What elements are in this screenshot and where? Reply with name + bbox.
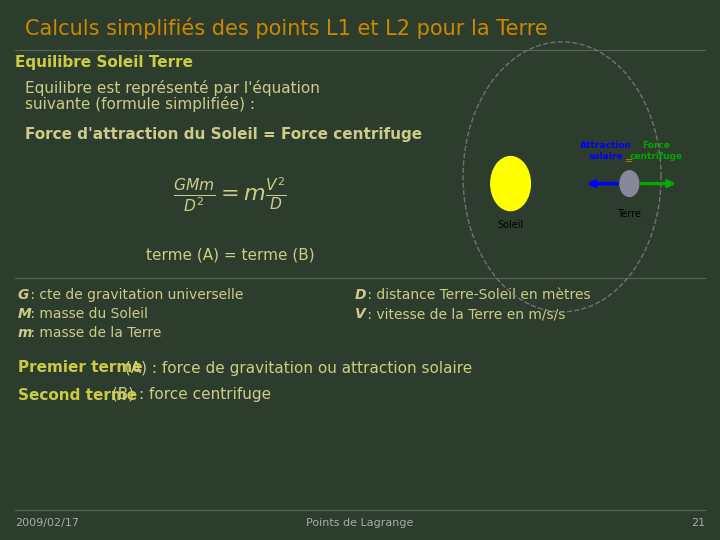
- Text: M: M: [18, 307, 32, 321]
- Text: suivante (formule simplifiée) :: suivante (formule simplifiée) :: [25, 96, 255, 112]
- Text: V: V: [355, 307, 366, 321]
- Text: $\frac{GMm}{D^2} = m\frac{V^2}{D}$: $\frac{GMm}{D^2} = m\frac{V^2}{D}$: [174, 176, 287, 214]
- Text: : vitesse de la Terre en m/s/s: : vitesse de la Terre en m/s/s: [363, 307, 565, 321]
- Text: =: =: [625, 156, 634, 166]
- Text: : masse de la Terre: : masse de la Terre: [26, 326, 161, 340]
- Text: Premier terme: Premier terme: [18, 361, 143, 375]
- Text: Equilibre est représenté par l'équation: Equilibre est représenté par l'équation: [25, 80, 320, 96]
- Circle shape: [491, 157, 531, 211]
- Text: (B) : force centrifuge: (B) : force centrifuge: [107, 388, 271, 402]
- Text: Terre: Terre: [618, 209, 642, 219]
- Text: 2009/02/17: 2009/02/17: [15, 518, 79, 528]
- Text: Points de Lagrange: Points de Lagrange: [306, 518, 414, 528]
- Text: Attraction
solaire: Attraction solaire: [580, 141, 631, 161]
- Text: Calculs simplifiés des points L1 et L2 pour la Terre: Calculs simplifiés des points L1 et L2 p…: [25, 17, 548, 39]
- Text: Soleil: Soleil: [498, 220, 523, 230]
- Text: m: m: [18, 326, 32, 340]
- Text: terme (A) = terme (B): terme (A) = terme (B): [145, 247, 315, 262]
- Text: : masse du Soleil: : masse du Soleil: [26, 307, 148, 321]
- Text: Force
centrifuge: Force centrifuge: [629, 141, 683, 161]
- Text: : cte de gravitation universelle: : cte de gravitation universelle: [26, 288, 243, 302]
- Text: Equilibre Soleil Terre: Equilibre Soleil Terre: [15, 55, 193, 70]
- Text: Second terme: Second terme: [18, 388, 137, 402]
- Text: (A) : force de gravitation ou attraction solaire: (A) : force de gravitation ou attraction…: [120, 361, 472, 375]
- Text: : distance Terre-Soleil en mètres: : distance Terre-Soleil en mètres: [363, 288, 590, 302]
- Text: G: G: [18, 288, 30, 302]
- Text: D: D: [355, 288, 366, 302]
- Text: Force d'attraction du Soleil = Force centrifuge: Force d'attraction du Soleil = Force cen…: [25, 127, 422, 143]
- Text: 21: 21: [691, 518, 705, 528]
- Circle shape: [620, 171, 639, 197]
